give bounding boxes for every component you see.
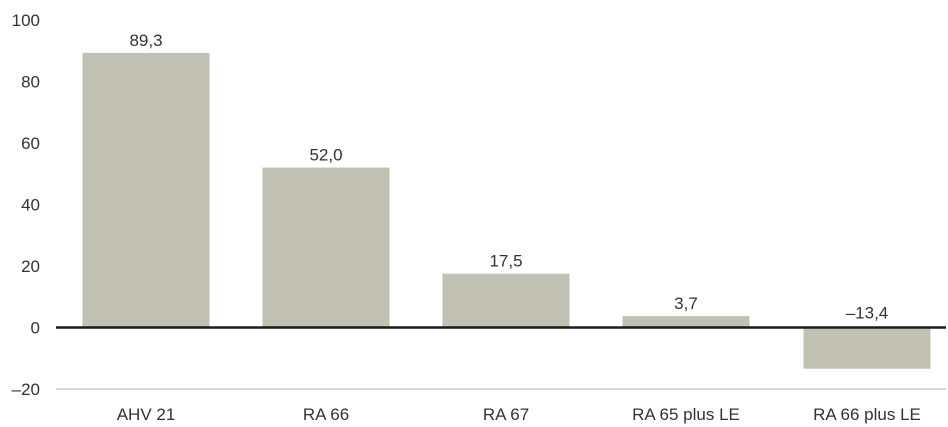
data-label: –13,4 (846, 304, 889, 323)
category-label: RA 66 plus LE (813, 405, 921, 424)
category-labels: AHV 21 RA 66 RA 67 RA 65 plus LE RA 66 plus … (117, 405, 921, 424)
bar (803, 327, 931, 369)
y-tick-label: 20 (21, 257, 40, 276)
category-label: RA 67 (483, 405, 529, 424)
y-tick-label: 0 (31, 319, 40, 338)
y-tick-label: 60 (21, 134, 40, 153)
category-label: RA 66 (303, 405, 349, 424)
y-tick-label: –20 (12, 380, 40, 399)
bar (622, 316, 750, 328)
y-tick-label: 80 (21, 73, 40, 92)
data-label: 3,7 (674, 294, 698, 313)
y-axis-ticks: 100 80 60 40 20 0 –20 (12, 11, 40, 399)
y-tick-label: 100 (12, 11, 40, 30)
bars (82, 52, 931, 369)
data-label: 89,3 (129, 31, 162, 50)
bar (442, 273, 570, 328)
category-label: RA 65 plus LE (632, 405, 740, 424)
y-tick-label: 40 (21, 196, 40, 215)
category-label: AHV 21 (117, 405, 176, 424)
data-label: 52,0 (309, 146, 342, 165)
bar (262, 167, 390, 328)
bar (82, 52, 210, 328)
data-labels: 89,3 52,0 17,5 3,7 –13,4 (129, 31, 888, 323)
data-label: 17,5 (489, 252, 522, 271)
